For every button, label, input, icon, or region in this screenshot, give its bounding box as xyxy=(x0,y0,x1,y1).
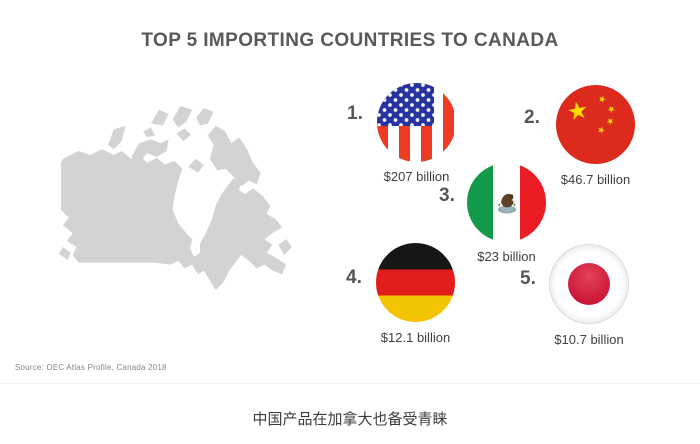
rank-item-china: 2. ★ ★ ★ ★ ★ $46.7 billion xyxy=(524,85,635,187)
japan-flag-icon xyxy=(549,244,629,324)
page-title: TOP 5 IMPORTING COUNTRIES TO CANADA xyxy=(141,30,559,51)
import-value-label: $23 billion xyxy=(477,249,536,264)
import-value-label: $46.7 billion xyxy=(560,172,631,187)
rank-label: 4. xyxy=(346,267,362,288)
canada-map xyxy=(57,102,292,298)
rank-item-germany: 4. $12.1 billion xyxy=(346,243,455,345)
infographic-panel: TOP 5 IMPORTING COUNTRIES TO CANADA xyxy=(0,30,700,384)
rank-label: 1. xyxy=(347,103,363,124)
china-flag-star: ★ xyxy=(605,102,618,116)
canada-map-icon xyxy=(58,106,292,291)
article-caption: 中国产品在加拿大也备受青睐 xyxy=(252,411,448,428)
mexico-flag-emblem xyxy=(497,193,516,213)
rank-label: 3. xyxy=(439,185,455,206)
china-flag-star: ★ xyxy=(596,92,608,106)
rank-item-mexico: 3. $23 billion xyxy=(439,163,546,264)
source-note: Source: OEC Atlas Profile, Canada 2018 xyxy=(15,363,167,372)
mexico-flag-icon xyxy=(467,163,546,242)
rank-item-japan: 5. $10.7 billion xyxy=(520,244,629,347)
germany-flag-icon xyxy=(376,243,455,322)
usa-flag-canton xyxy=(377,83,434,126)
rank-label: 5. xyxy=(520,268,536,289)
rank-item-usa: 1. $207 billion xyxy=(347,83,456,184)
import-value-label: $207 billion xyxy=(383,169,450,184)
china-flag-star: ★ xyxy=(595,123,607,137)
japan-flag-disc xyxy=(568,263,610,305)
usa-flag-icon xyxy=(377,83,456,162)
china-flag-star: ★ xyxy=(564,96,591,127)
import-value-label: $10.7 billion xyxy=(554,332,624,347)
import-value-label: $12.1 billion xyxy=(380,330,451,345)
china-flag-icon: ★ ★ ★ ★ ★ xyxy=(556,85,635,164)
rank-label: 2. xyxy=(524,107,540,128)
